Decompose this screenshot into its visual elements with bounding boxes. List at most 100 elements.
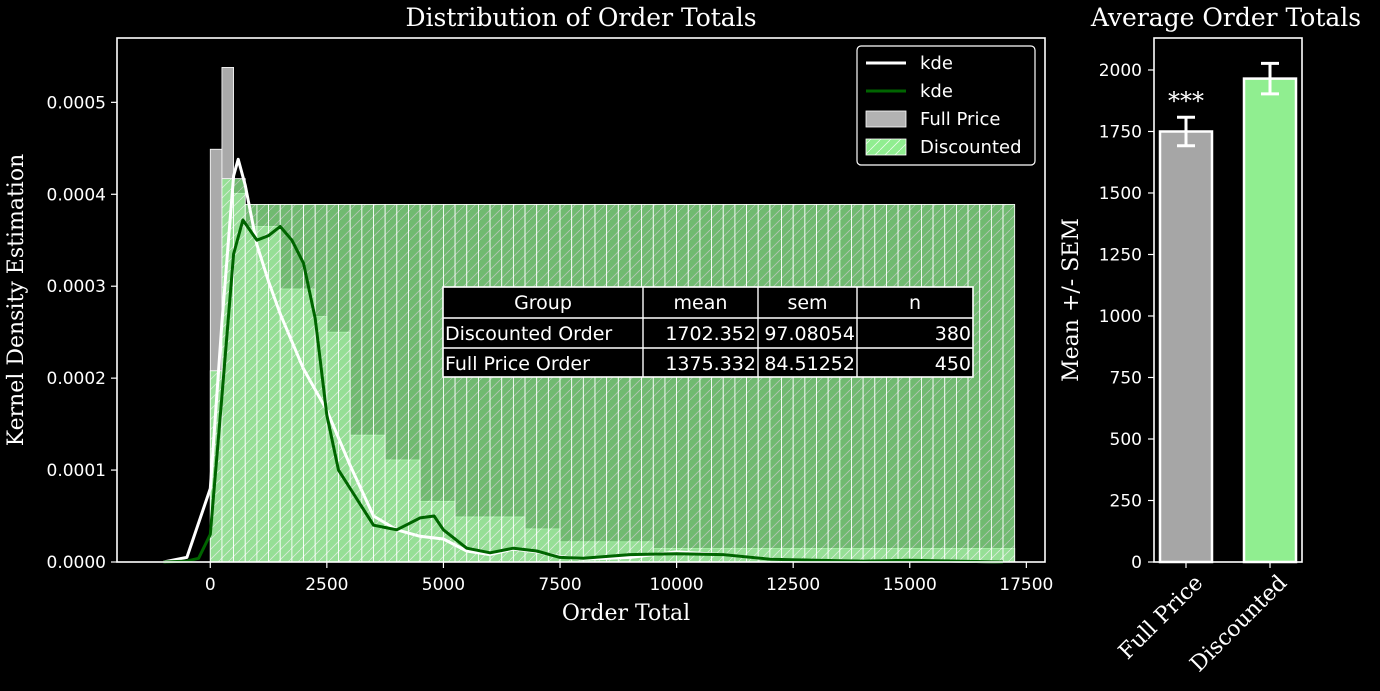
average-chart: Full PriceDiscounted***02505007501000125… [1059,3,1361,677]
x-tick-label: 12500 [766,575,820,595]
discounted-bar [466,203,479,563]
summary-table: Group mean sem n Discounted Order 1702.352 97.… [442,286,974,378]
discounted-bar [955,203,969,563]
x-axis-label: Order Total [562,601,690,626]
table-cell: Discounted Order [445,323,612,345]
plot-frame [116,37,1046,563]
mean-bar [1242,77,1298,564]
discounted-bar [419,203,433,563]
y-tick-label: 1500 [1099,184,1142,204]
discounted-bar [979,203,992,563]
discounted-bar [792,203,806,563]
table-header: n [909,292,921,314]
discounted-bar [932,203,946,563]
discounted-bar [734,203,747,563]
legend-label: kde [920,53,953,74]
y-tick-label: 0.0001 [47,461,106,481]
x-tick-label: 15000 [883,575,937,595]
chart-title: Average Order Totals [1090,3,1361,32]
x-tick-label: 10000 [650,575,704,595]
table-cell: 1702.352 [665,323,756,345]
table-cell: 380 [935,323,971,345]
y-tick-label: 1000 [1099,307,1142,327]
discounted-bar [827,203,841,563]
y-tick-label: 0.0002 [47,369,106,389]
distribution-chart: 0 2500 5000 7500 10000 12500 15000 17500 0.0000 0… [4,3,1053,626]
table-cell: 450 [935,353,971,375]
y-tick-label: 1250 [1099,245,1142,265]
discounted-bar [629,203,643,563]
discounted-bar [711,203,724,563]
y-tick-label: 250 [1110,491,1142,511]
discounted-bar [897,203,911,563]
discounted-bar [524,203,538,563]
y-tick-label: 0.0005 [47,93,106,113]
table-header: Group [514,292,572,314]
discounted-bar [676,203,689,563]
table-cell: Full Price Order [445,353,590,375]
discounted-bar [268,203,281,563]
discounted-bar [990,203,1004,563]
discounted-bar [1002,203,1016,563]
discounted-bar [769,203,782,563]
discounted-bar [699,203,712,563]
x-tick-label: 7500 [538,575,581,595]
discounted-bar [454,203,468,563]
discounted-bar [816,203,829,563]
legend-label: kde [920,81,953,102]
table-cell: 97.08054 [764,323,855,345]
legend-label: Discounted [920,137,1022,158]
discounted-bar [967,203,981,563]
x-tick-label: 0 [205,575,216,595]
discounted-bar [536,203,549,563]
discounted-bar [244,203,258,563]
discounted-bar [303,203,316,563]
discounted-bar [839,203,852,563]
legend-patch-swatch [865,138,907,156]
discounted-bar [886,203,899,563]
mean-bar [1158,130,1214,564]
discounted-bar [314,203,328,563]
discounted-bar [594,203,608,563]
discounted-bar [443,203,456,563]
discounted-bar [582,203,596,563]
y-axis-label: Kernel Density Estimation [4,154,29,447]
y-tick-label: 2000 [1099,61,1142,81]
x-tick-label: 2500 [305,575,348,595]
table-frame [442,286,974,378]
table-header: sem [787,292,827,314]
y-tick-label: 750 [1110,368,1142,388]
discounted-bar [781,203,794,563]
y-tick-label: 0 [1131,553,1142,573]
discounted-bar [478,203,491,563]
table-cell: 1375.332 [665,353,756,375]
legend: kde kde Full Price Discounted [856,45,1036,166]
discounted-bar [862,203,876,563]
y-tick-label: 0.0003 [47,277,106,297]
discounted-bar [746,203,759,563]
y-tick-label: 500 [1110,430,1142,450]
y-tick-label: 0.0004 [47,185,106,205]
discounted-bar [652,203,666,563]
discounted-bar [874,203,887,563]
discounted-bar [921,203,934,563]
discounted-bar [804,203,817,563]
discounted-bar [512,203,526,563]
discounted-bar [547,203,561,563]
plot-frame [1153,37,1303,563]
discounted-bar [571,203,584,563]
discounted-bar [256,203,269,563]
discounted-bar [559,203,573,563]
discounted-bar [326,203,339,563]
legend-patch-swatch [865,110,907,128]
discounted-bar [606,203,619,563]
discounted-bar [431,203,444,563]
discounted-bar [851,203,864,563]
discounted-bar [373,203,386,563]
discounted-bar [617,203,631,563]
discounted-bar [664,203,677,563]
discounted-bar [384,203,398,563]
discounted-bar [722,203,736,563]
y-axis-label: Mean +/- SEM [1059,218,1084,382]
